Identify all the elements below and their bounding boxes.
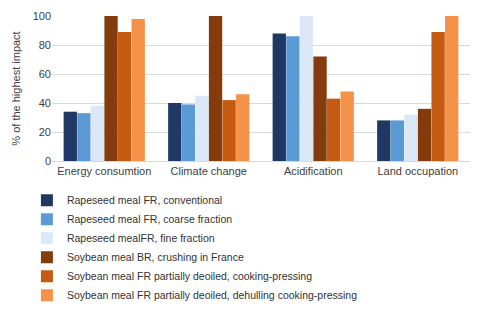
svg-text:20: 20 xyxy=(39,126,51,138)
svg-text:40: 40 xyxy=(39,97,51,109)
svg-text:Acidification: Acidification xyxy=(284,165,343,177)
svg-text:80: 80 xyxy=(39,39,51,51)
svg-text:Soybean meal BR, crushing in F: Soybean meal BR, crushing in France xyxy=(67,251,244,263)
svg-text:60: 60 xyxy=(39,68,51,80)
svg-text:Rapeseed meal FR, coarse fract: Rapeseed meal FR, coarse fraction xyxy=(67,213,232,225)
svg-text:Land occupation: Land occupation xyxy=(377,165,458,177)
svg-text:Rapeseed meal FR, conventional: Rapeseed meal FR, conventional xyxy=(67,194,222,206)
svg-text:Soybean meal FR partially deoi: Soybean meal FR partially deoiled, cooki… xyxy=(67,270,312,282)
svg-text:100: 100 xyxy=(33,10,51,22)
svg-text:Rapeseed mealFR, fine fraction: Rapeseed mealFR, fine fraction xyxy=(67,232,215,244)
svg-text:Climate change: Climate change xyxy=(171,165,247,177)
svg-text:Energy consumtion: Energy consumtion xyxy=(57,165,151,177)
svg-text:% of the highest impact: % of the highest impact xyxy=(10,31,22,145)
svg-text:Soybean meal FR partially deoi: Soybean meal FR partially deoiled, dehul… xyxy=(67,289,357,301)
svg-text:0: 0 xyxy=(45,155,51,167)
